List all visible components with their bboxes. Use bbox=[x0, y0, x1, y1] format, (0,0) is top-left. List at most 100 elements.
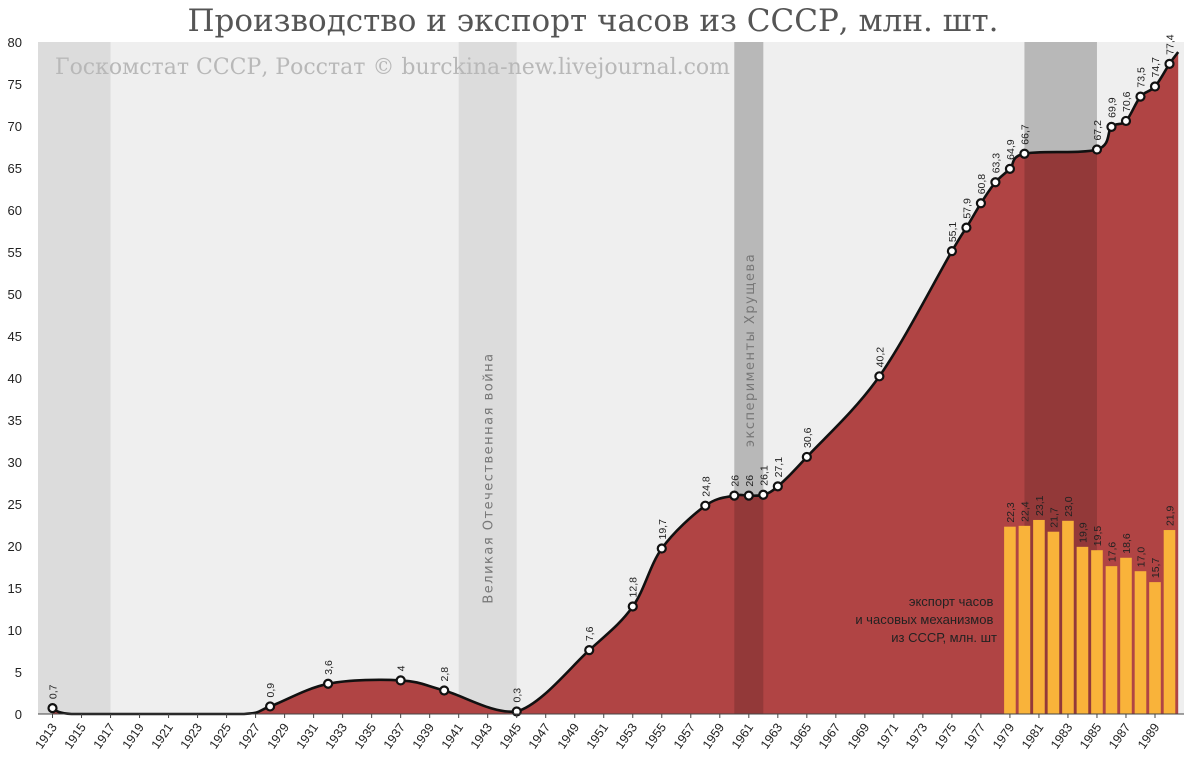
x-tick-label: 1981 bbox=[1019, 721, 1046, 752]
period-band-overlay-2 bbox=[734, 42, 764, 714]
x-tick-label: 1983 bbox=[1048, 721, 1075, 752]
chart-title: Производство и экспорт часов из СССР, мл… bbox=[187, 3, 998, 39]
production-data-labels: 0,7 0,93,6 4 2,80,37,612,819,724,8 26 26 26,1 2… bbox=[48, 34, 1177, 702]
x-tick-label: 1929 bbox=[265, 721, 292, 752]
x-axis: 1913 1915 1917 1919 1921 1923 1925 1927 1929 1931… bbox=[33, 713, 1184, 752]
data-point-marker bbox=[1120, 115, 1132, 127]
data-point-label: 26 bbox=[744, 475, 756, 487]
y-tick-label: 60 bbox=[8, 203, 22, 218]
x-tick-label: 1967 bbox=[816, 721, 843, 752]
x-tick-label: 1969 bbox=[845, 721, 872, 752]
x-tick-label: 1913 bbox=[33, 721, 60, 752]
y-tick-label: 75 bbox=[8, 77, 22, 92]
x-tick-label: 1923 bbox=[178, 721, 205, 752]
data-point-label: 12,8 bbox=[628, 577, 640, 598]
data-point-label: 26,1 bbox=[758, 465, 770, 486]
y-tick-label: 35 bbox=[8, 413, 22, 428]
data-point-marker bbox=[946, 246, 957, 257]
data-point-label: 74,7 bbox=[1150, 57, 1162, 78]
data-point-label: 64,9 bbox=[1005, 139, 1017, 160]
export-data-labels: 22,3 22,4 23,121,723,019,9 19,517,6 18,617,0… bbox=[1005, 495, 1177, 578]
data-point-marker bbox=[1164, 58, 1175, 69]
data-point-label: 4 bbox=[396, 665, 408, 671]
export-annotation-line-3: из СССР, млн. шт bbox=[891, 630, 997, 645]
data-point-marker bbox=[772, 481, 783, 492]
period-band-1 bbox=[458, 42, 517, 714]
data-point-label: 2,8 bbox=[439, 667, 451, 682]
y-tick-label: 40 bbox=[8, 371, 22, 386]
y-tick-label: 20 bbox=[8, 539, 22, 554]
export-bar bbox=[1076, 546, 1089, 714]
x-tick-label: 1971 bbox=[874, 721, 901, 752]
x-tick-label: 1951 bbox=[584, 721, 611, 752]
x-tick-label: 1927 bbox=[236, 721, 263, 752]
x-tick-label: 1933 bbox=[323, 721, 350, 752]
period-label: Великая Отечественная война bbox=[482, 352, 497, 603]
x-tick-label: 1965 bbox=[787, 721, 814, 752]
export-bar bbox=[1004, 526, 1016, 714]
data-point-marker bbox=[1091, 144, 1103, 155]
data-point-marker bbox=[584, 645, 595, 656]
x-tick-label: 1953 bbox=[613, 721, 640, 752]
data-point-marker bbox=[729, 490, 740, 501]
x-tick-label: 1985 bbox=[1077, 721, 1104, 752]
y-tick-label: 25 bbox=[8, 497, 22, 512]
x-tick-label: 1955 bbox=[642, 721, 669, 752]
x-tick-label: 1937 bbox=[381, 721, 408, 752]
data-point-label: 27,1 bbox=[773, 457, 785, 478]
data-point-label: 66,7 bbox=[1019, 124, 1031, 145]
data-point-marker bbox=[47, 703, 58, 714]
data-point-label: 55,1 bbox=[947, 222, 959, 243]
data-point-label: 19,7 bbox=[657, 519, 669, 540]
data-point-label: 24,8 bbox=[700, 476, 712, 497]
y-tick-label: 80 bbox=[8, 35, 22, 50]
x-tick-label: 1917 bbox=[91, 721, 118, 752]
export-data-label: 21,9 bbox=[1164, 505, 1176, 526]
data-point-label: 57,9 bbox=[961, 198, 973, 219]
data-point-marker bbox=[323, 678, 334, 689]
data-point-label: 77,4 bbox=[1164, 34, 1176, 55]
x-tick-label: 1987 bbox=[1106, 721, 1133, 752]
export-bar bbox=[1062, 520, 1074, 714]
export-annotation: экспорт часов и часовых механизмов из СС… bbox=[855, 594, 997, 645]
x-tick-label: 1935 bbox=[352, 721, 379, 752]
export-bar bbox=[1047, 531, 1060, 714]
export-annotation-line-2: и часовых механизмов bbox=[855, 612, 993, 627]
data-point-label: 40,2 bbox=[874, 347, 886, 368]
chart-subtitle: Госкомстат СССР, Росстат © burckina-new.… bbox=[55, 55, 730, 80]
data-point-label: 63,3 bbox=[990, 153, 1002, 174]
period-band-0 bbox=[38, 42, 111, 714]
data-point-marker bbox=[656, 543, 667, 554]
x-tick-label: 1961 bbox=[729, 721, 756, 752]
export-data-label: 22,4 bbox=[1019, 501, 1031, 522]
export-bar bbox=[1134, 571, 1147, 714]
export-bar bbox=[1120, 557, 1132, 714]
x-tick-label: 1977 bbox=[961, 721, 988, 752]
data-point-label: 60,8 bbox=[976, 174, 988, 195]
data-point-marker bbox=[990, 177, 1001, 188]
export-data-label: 22,3 bbox=[1005, 502, 1017, 523]
data-point-label: 0,7 bbox=[48, 684, 60, 699]
x-tick-label: 1957 bbox=[671, 721, 698, 752]
data-point-marker bbox=[627, 601, 638, 612]
x-tick-label: 1945 bbox=[497, 721, 524, 752]
data-point-marker bbox=[961, 222, 972, 233]
data-point-label: 30,6 bbox=[802, 427, 814, 448]
x-tick-label: 1963 bbox=[758, 721, 785, 752]
y-tick-label: 65 bbox=[8, 161, 22, 176]
x-tick-label: 1919 bbox=[120, 721, 147, 752]
export-data-label: 23,1 bbox=[1034, 495, 1046, 516]
data-point-marker bbox=[439, 685, 450, 696]
export-bar bbox=[1163, 530, 1176, 714]
production-area bbox=[52, 52, 1179, 715]
period-label: эксперименты Хрущева bbox=[743, 253, 758, 447]
export-annotation-line-1: экспорт часов bbox=[909, 594, 994, 609]
data-point-marker bbox=[758, 489, 769, 500]
y-tick-label: 50 bbox=[8, 287, 22, 302]
y-tick-label: 5 bbox=[15, 665, 22, 680]
export-data-label: 19,5 bbox=[1092, 526, 1104, 547]
data-point-marker bbox=[395, 675, 406, 686]
y-tick-label: 15 bbox=[8, 581, 22, 596]
data-point-label: 0,3 bbox=[512, 688, 524, 703]
